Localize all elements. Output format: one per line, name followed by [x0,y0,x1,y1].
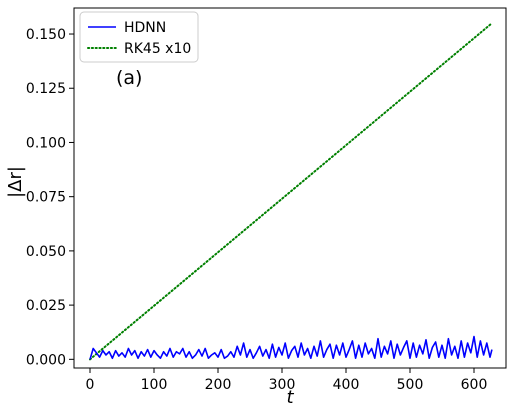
x-tick-label: 100 [141,377,168,393]
plot-area [73,7,507,369]
series-layer [89,22,493,361]
y-axis: 0.000 0.025 0.050 0.075 0.100 0.125 0.150 [26,27,74,368]
legend-label: HDNN [124,20,166,36]
y-tick-label: 0.050 [26,244,66,260]
x-tick-label: 400 [333,377,360,393]
y-tick-label: 0.000 [26,352,66,368]
y-tick-label: 0.150 [26,27,66,43]
x-tick-label: 0 [86,377,95,393]
series-line-rk45 [89,22,493,361]
x-tick-label: 500 [397,377,424,393]
x-tick-label: 300 [269,377,296,393]
y-tick-label: 0.075 [26,190,66,206]
series-line-hdnn [89,335,493,360]
y-tick-label: 0.125 [26,81,66,97]
y-axis-label: |Δr| [5,166,26,198]
x-axis: 0 100 200 300 400 500 600 [86,368,488,393]
plot-frame [73,7,507,369]
legend-label: RK45 x10 [124,41,191,57]
y-tick-label: 0.025 [26,298,66,314]
x-tick-label: 600 [461,377,488,393]
legend-box [79,11,199,63]
y-tick-label: 0.100 [26,135,66,151]
legend: HDNN RK45 x10 [79,11,199,63]
x-axis-label: t [286,387,294,408]
x-tick-label: 200 [205,377,232,393]
panel-annotation: (a) [116,67,142,89]
